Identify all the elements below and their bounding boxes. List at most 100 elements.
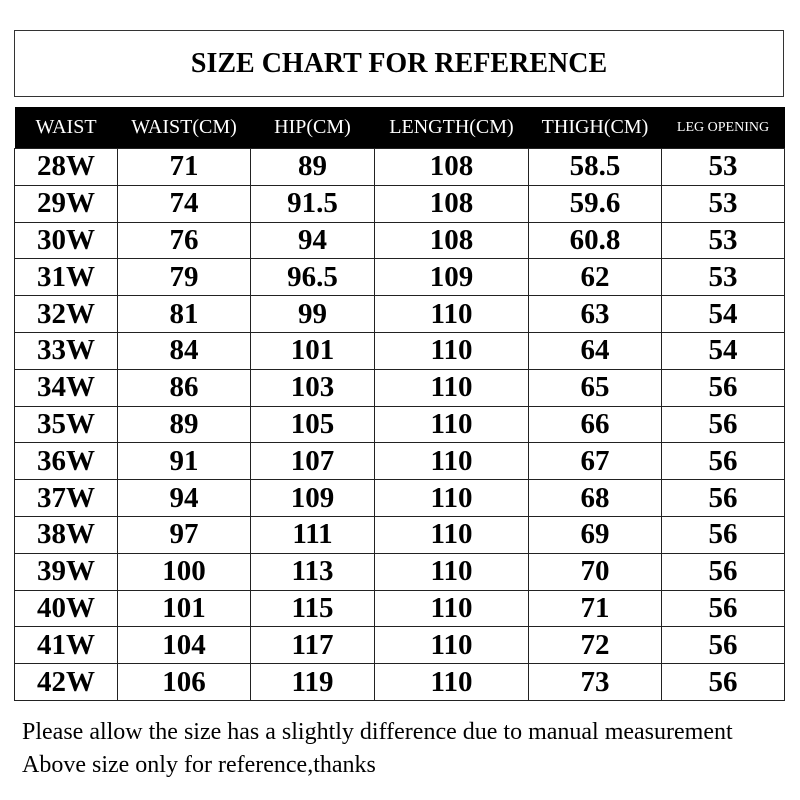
table-cell: 103 xyxy=(250,368,375,407)
table-cell: 34W xyxy=(14,368,118,407)
table-cell: 56 xyxy=(661,515,785,554)
table-cell: 71 xyxy=(117,148,251,186)
table-cell: 94 xyxy=(117,479,251,517)
table-cell: 89 xyxy=(250,148,375,186)
table-cell: 63 xyxy=(528,295,662,333)
table-row: 38W 97 111 110 69 56 xyxy=(14,515,785,554)
table-cell: 72 xyxy=(528,626,662,665)
table-row: 35W 89 105 110 66 56 xyxy=(14,405,785,444)
table-row: 42W 106 119 110 73 56 xyxy=(14,663,785,701)
table-cell: 39W xyxy=(14,552,118,591)
table-cell: 109 xyxy=(250,479,375,517)
table-cell: 29W xyxy=(14,184,118,223)
table-cell: 54 xyxy=(661,331,785,370)
table-cell: 56 xyxy=(661,442,785,481)
table-cell: 110 xyxy=(374,331,529,370)
table-cell: 108 xyxy=(374,148,529,186)
table-cell: 110 xyxy=(374,663,529,701)
table-cell: 58.5 xyxy=(528,148,662,186)
table-cell: 110 xyxy=(374,295,529,333)
table-row: 41W 104 117 110 72 56 xyxy=(14,626,785,665)
table-cell: 110 xyxy=(374,552,529,591)
table-cell: 110 xyxy=(374,368,529,407)
column-header: THIGH(CM) xyxy=(528,107,662,149)
table-cell: 110 xyxy=(374,479,529,517)
table-cell: 91.5 xyxy=(250,184,375,223)
table-cell: 79 xyxy=(117,258,251,297)
table-cell: 71 xyxy=(528,589,662,628)
table-cell: 99 xyxy=(250,295,375,333)
table-cell: 28W xyxy=(14,148,118,186)
table-cell: 110 xyxy=(374,442,529,481)
table-cell: 33W xyxy=(14,331,118,370)
table-cell: 35W xyxy=(14,405,118,444)
table-cell: 41W xyxy=(14,626,118,665)
table-row: 28W 71 89 108 58.5 53 xyxy=(14,148,785,186)
table-cell: 111 xyxy=(250,515,375,554)
table-row: 39W 100 113 110 70 56 xyxy=(14,552,785,591)
column-header: LENGTH(CM) xyxy=(374,107,529,149)
table-cell: 32W xyxy=(14,295,118,333)
table-cell: 37W xyxy=(14,479,118,517)
table-row: 40W 101 115 110 71 56 xyxy=(14,589,785,628)
table-cell: 56 xyxy=(661,479,785,517)
table-cell: 56 xyxy=(661,552,785,591)
table-cell: 40W xyxy=(14,589,118,628)
table-row: 30W 76 94 108 60.8 53 xyxy=(14,221,785,260)
table-cell: 89 xyxy=(117,405,251,444)
table-cell: 107 xyxy=(250,442,375,481)
column-header: HIP(CM) xyxy=(250,107,375,149)
table-cell: 36W xyxy=(14,442,118,481)
table-cell: 53 xyxy=(661,258,785,297)
table-cell: 66 xyxy=(528,405,662,444)
table-cell: 110 xyxy=(374,626,529,665)
table-cell: 65 xyxy=(528,368,662,407)
table-row: 33W 84 101 110 64 54 xyxy=(14,331,785,370)
table-cell: 76 xyxy=(117,221,251,260)
table-cell: 108 xyxy=(374,184,529,223)
table-cell: 110 xyxy=(374,515,529,554)
table-cell: 109 xyxy=(374,258,529,297)
table-cell: 56 xyxy=(661,405,785,444)
table-cell: 73 xyxy=(528,663,662,701)
table-body: 28W 71 89 108 58.5 53 29W 74 91.5 108 59.6 53 30W 76 9… xyxy=(14,148,785,701)
table-cell: 86 xyxy=(117,368,251,407)
table-cell: 91 xyxy=(117,442,251,481)
table-cell: 38W xyxy=(14,515,118,554)
table-cell: 106 xyxy=(117,663,251,701)
table-cell: 110 xyxy=(374,589,529,628)
title: SIZE CHART FOR REFERENCE xyxy=(14,30,784,97)
table-cell: 56 xyxy=(661,626,785,665)
table-cell: 96.5 xyxy=(250,258,375,297)
table-cell: 42W xyxy=(14,663,118,701)
table-cell: 56 xyxy=(661,589,785,628)
table-cell: 113 xyxy=(250,552,375,591)
table-row: 36W 91 107 110 67 56 xyxy=(14,442,785,481)
table-cell: 31W xyxy=(14,258,118,297)
table-row: 37W 94 109 110 68 56 xyxy=(14,479,785,517)
table-cell: 70 xyxy=(528,552,662,591)
table-cell: 115 xyxy=(250,589,375,628)
table-cell: 101 xyxy=(250,331,375,370)
table-row: 29W 74 91.5 108 59.6 53 xyxy=(14,184,785,223)
table-cell: 108 xyxy=(374,221,529,260)
table-cell: 84 xyxy=(117,331,251,370)
table-cell: 53 xyxy=(661,221,785,260)
table-cell: 81 xyxy=(117,295,251,333)
column-header: WAIST(CM) xyxy=(117,107,251,149)
footer: Please allow the size has a slightly dif… xyxy=(22,716,733,782)
table-cell: 53 xyxy=(661,184,785,223)
footer-line: Please allow the size has a slightly dif… xyxy=(22,719,733,745)
table-cell: 104 xyxy=(117,626,251,665)
table-cell: 30W xyxy=(14,221,118,260)
table-cell: 53 xyxy=(661,148,785,186)
table-cell: 64 xyxy=(528,331,662,370)
table-cell: 69 xyxy=(528,515,662,554)
table-cell: 56 xyxy=(661,368,785,407)
table-cell: 60.8 xyxy=(528,221,662,260)
table-row: 32W 81 99 110 63 54 xyxy=(14,295,785,333)
header-row: WAIST WAIST(CM) HIP(CM) LENGTH(CM) THIGH(CM)… xyxy=(14,107,785,149)
table-cell: 119 xyxy=(250,663,375,701)
table-cell: 62 xyxy=(528,258,662,297)
